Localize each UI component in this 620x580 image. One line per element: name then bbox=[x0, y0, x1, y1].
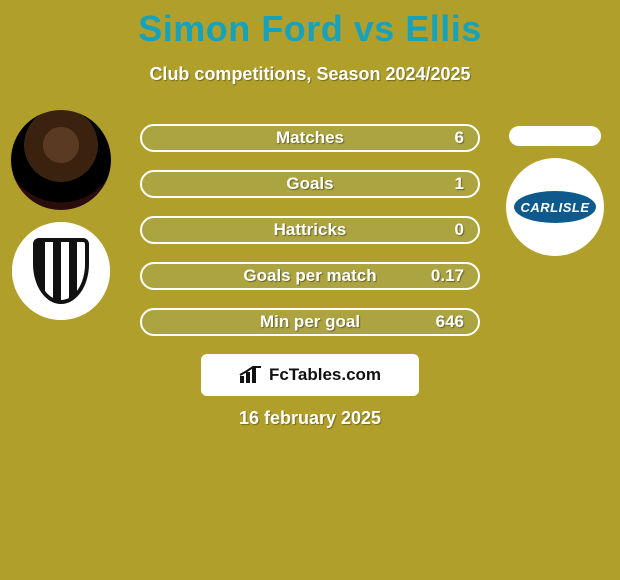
stat-row-goals-per-match: Goals per match 0.17 bbox=[140, 262, 480, 290]
stat-row-goals: Goals 1 bbox=[140, 170, 480, 198]
stat-value: 0.17 bbox=[431, 266, 464, 286]
page-title: Simon Ford vs Ellis bbox=[0, 0, 620, 50]
carlisle-badge-icon: CARLISLE bbox=[514, 191, 596, 223]
stat-row-hattricks: Hattricks 0 bbox=[140, 216, 480, 244]
stat-row-matches: Matches 6 bbox=[140, 124, 480, 152]
brand-text: FcTables.com bbox=[269, 365, 381, 385]
stat-row-min-per-goal: Min per goal 646 bbox=[140, 308, 480, 336]
left-player-column bbox=[6, 110, 116, 320]
stat-label: Hattricks bbox=[274, 220, 347, 240]
stats-list: Matches 6 Goals 1 Hattricks 0 Goals per … bbox=[140, 124, 480, 354]
subtitle: Club competitions, Season 2024/2025 bbox=[0, 64, 620, 85]
stat-label: Goals per match bbox=[243, 266, 376, 286]
stat-value: 0 bbox=[455, 220, 464, 240]
left-player-photo bbox=[11, 110, 111, 210]
stat-value: 6 bbox=[455, 128, 464, 148]
stat-label: Min per goal bbox=[260, 312, 360, 332]
date-text: 16 february 2025 bbox=[239, 408, 381, 429]
stat-value: 1 bbox=[455, 174, 464, 194]
stat-label: Matches bbox=[276, 128, 344, 148]
right-player-column: CARLISLE bbox=[500, 118, 610, 256]
stat-label: Goals bbox=[286, 174, 333, 194]
right-player-photo bbox=[509, 126, 601, 146]
left-club-badge bbox=[12, 222, 110, 320]
comparison-card: Simon Ford vs Ellis Club competitions, S… bbox=[0, 0, 620, 580]
brand-badge: FcTables.com bbox=[201, 354, 419, 396]
bar-chart-icon bbox=[239, 366, 263, 384]
right-club-badge: CARLISLE bbox=[506, 158, 604, 256]
stat-value: 646 bbox=[436, 312, 464, 332]
